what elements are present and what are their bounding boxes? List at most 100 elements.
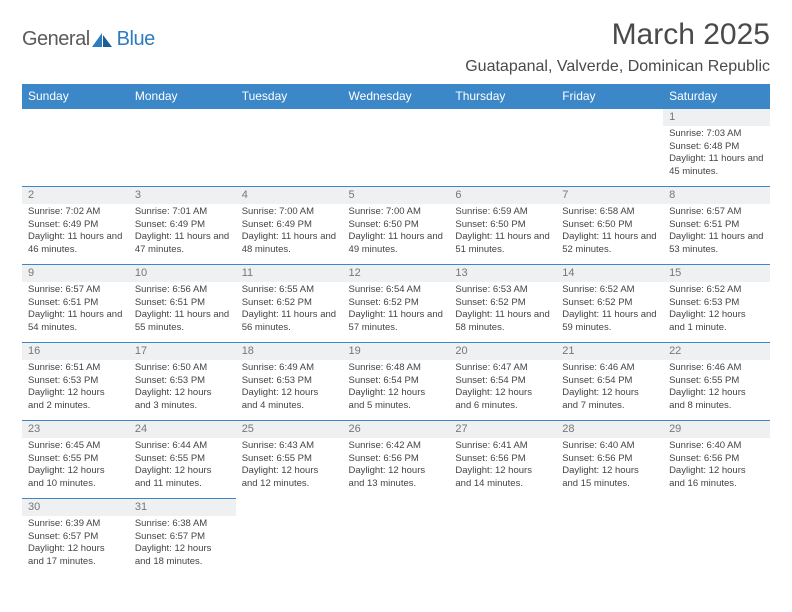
sunset-line: Sunset: 6:53 PM [669, 297, 764, 310]
daylight-line: Daylight: 11 hours and 46 minutes. [28, 231, 123, 257]
calendar-day-cell: 4Sunrise: 7:00 AMSunset: 6:49 PMDaylight… [236, 187, 343, 265]
sunrise-line: Sunrise: 6:53 AM [455, 284, 550, 297]
sunrise-line: Sunrise: 6:52 AM [562, 284, 657, 297]
calendar-day-cell: 17Sunrise: 6:50 AMSunset: 6:53 PMDayligh… [129, 343, 236, 421]
calendar-empty-cell [556, 109, 663, 187]
sunrise-line: Sunrise: 6:57 AM [28, 284, 123, 297]
sunrise-line: Sunrise: 6:55 AM [242, 284, 337, 297]
calendar-day-cell: 11Sunrise: 6:55 AMSunset: 6:52 PMDayligh… [236, 265, 343, 343]
calendar-day-cell: 28Sunrise: 6:40 AMSunset: 6:56 PMDayligh… [556, 421, 663, 499]
calendar-day-cell: 8Sunrise: 6:57 AMSunset: 6:51 PMDaylight… [663, 187, 770, 265]
sunrise-line: Sunrise: 6:48 AM [349, 362, 444, 375]
sunrise-line: Sunrise: 6:49 AM [242, 362, 337, 375]
calendar-day-cell: 6Sunrise: 6:59 AMSunset: 6:50 PMDaylight… [449, 187, 556, 265]
sunset-line: Sunset: 6:55 PM [135, 453, 230, 466]
daylight-line: Daylight: 12 hours and 5 minutes. [349, 387, 444, 413]
sunset-line: Sunset: 6:54 PM [562, 375, 657, 388]
day-header: Monday [129, 84, 236, 109]
day-number: 2 [22, 187, 129, 204]
day-header: Friday [556, 84, 663, 109]
sunset-line: Sunset: 6:57 PM [28, 531, 123, 544]
daylight-line: Daylight: 12 hours and 3 minutes. [135, 387, 230, 413]
sunset-line: Sunset: 6:53 PM [135, 375, 230, 388]
sunrise-line: Sunrise: 6:52 AM [669, 284, 764, 297]
sunset-line: Sunset: 6:55 PM [28, 453, 123, 466]
sunrise-line: Sunrise: 7:00 AM [242, 206, 337, 219]
calendar-week-row: 1Sunrise: 7:03 AMSunset: 6:48 PMDaylight… [22, 109, 770, 187]
title-block: March 2025 Guatapanal, Valverde, Dominic… [465, 18, 770, 76]
day-number: 19 [343, 343, 450, 360]
calendar-empty-cell [343, 109, 450, 187]
daylight-line: Daylight: 11 hours and 51 minutes. [455, 231, 550, 257]
calendar-empty-cell [236, 109, 343, 187]
calendar-week-row: 23Sunrise: 6:45 AMSunset: 6:55 PMDayligh… [22, 421, 770, 499]
sunrise-line: Sunrise: 6:40 AM [562, 440, 657, 453]
daylight-line: Daylight: 12 hours and 2 minutes. [28, 387, 123, 413]
sunrise-line: Sunrise: 6:57 AM [669, 206, 764, 219]
day-header: Sunday [22, 84, 129, 109]
sunset-line: Sunset: 6:48 PM [669, 141, 764, 154]
calendar-day-cell: 29Sunrise: 6:40 AMSunset: 6:56 PMDayligh… [663, 421, 770, 499]
daylight-line: Daylight: 12 hours and 17 minutes. [28, 543, 123, 569]
daylight-line: Daylight: 12 hours and 1 minute. [669, 309, 764, 335]
day-number: 9 [22, 265, 129, 282]
day-number: 29 [663, 421, 770, 438]
daylight-line: Daylight: 12 hours and 12 minutes. [242, 465, 337, 491]
day-number: 6 [449, 187, 556, 204]
calendar-week-row: 2Sunrise: 7:02 AMSunset: 6:49 PMDaylight… [22, 187, 770, 265]
sunrise-line: Sunrise: 6:46 AM [562, 362, 657, 375]
day-number: 3 [129, 187, 236, 204]
sunrise-line: Sunrise: 6:41 AM [455, 440, 550, 453]
sunrise-line: Sunrise: 6:39 AM [28, 518, 123, 531]
day-number: 25 [236, 421, 343, 438]
day-number: 28 [556, 421, 663, 438]
day-number: 7 [556, 187, 663, 204]
daylight-line: Daylight: 12 hours and 4 minutes. [242, 387, 337, 413]
calendar-day-cell: 2Sunrise: 7:02 AMSunset: 6:49 PMDaylight… [22, 187, 129, 265]
calendar-day-cell: 1Sunrise: 7:03 AMSunset: 6:48 PMDaylight… [663, 109, 770, 187]
day-number: 26 [343, 421, 450, 438]
day-header: Thursday [449, 84, 556, 109]
day-number: 4 [236, 187, 343, 204]
calendar-day-cell: 30Sunrise: 6:39 AMSunset: 6:57 PMDayligh… [22, 499, 129, 577]
calendar-empty-cell [663, 499, 770, 577]
sunrise-line: Sunrise: 6:44 AM [135, 440, 230, 453]
calendar-day-cell: 22Sunrise: 6:46 AMSunset: 6:55 PMDayligh… [663, 343, 770, 421]
calendar-table: SundayMondayTuesdayWednesdayThursdayFrid… [22, 84, 770, 577]
daylight-line: Daylight: 11 hours and 53 minutes. [669, 231, 764, 257]
sunrise-line: Sunrise: 6:51 AM [28, 362, 123, 375]
calendar-day-cell: 21Sunrise: 6:46 AMSunset: 6:54 PMDayligh… [556, 343, 663, 421]
sunset-line: Sunset: 6:51 PM [135, 297, 230, 310]
daylight-line: Daylight: 12 hours and 6 minutes. [455, 387, 550, 413]
calendar-day-cell: 12Sunrise: 6:54 AMSunset: 6:52 PMDayligh… [343, 265, 450, 343]
day-header: Wednesday [343, 84, 450, 109]
calendar-day-cell: 31Sunrise: 6:38 AMSunset: 6:57 PMDayligh… [129, 499, 236, 577]
calendar-day-cell: 20Sunrise: 6:47 AMSunset: 6:54 PMDayligh… [449, 343, 556, 421]
sunset-line: Sunset: 6:57 PM [135, 531, 230, 544]
day-number: 22 [663, 343, 770, 360]
daylight-line: Daylight: 11 hours and 52 minutes. [562, 231, 657, 257]
calendar-day-cell: 19Sunrise: 6:48 AMSunset: 6:54 PMDayligh… [343, 343, 450, 421]
sunset-line: Sunset: 6:53 PM [242, 375, 337, 388]
day-number: 5 [343, 187, 450, 204]
daylight-line: Daylight: 12 hours and 18 minutes. [135, 543, 230, 569]
sunset-line: Sunset: 6:49 PM [242, 219, 337, 232]
daylight-line: Daylight: 11 hours and 49 minutes. [349, 231, 444, 257]
day-header: Tuesday [236, 84, 343, 109]
daylight-line: Daylight: 11 hours and 58 minutes. [455, 309, 550, 335]
calendar-empty-cell [449, 109, 556, 187]
daylight-line: Daylight: 12 hours and 15 minutes. [562, 465, 657, 491]
day-number: 18 [236, 343, 343, 360]
daylight-line: Daylight: 12 hours and 14 minutes. [455, 465, 550, 491]
daylight-line: Daylight: 12 hours and 16 minutes. [669, 465, 764, 491]
day-number: 27 [449, 421, 556, 438]
day-number: 23 [22, 421, 129, 438]
sunset-line: Sunset: 6:51 PM [28, 297, 123, 310]
daylight-line: Daylight: 11 hours and 54 minutes. [28, 309, 123, 335]
sunset-line: Sunset: 6:55 PM [669, 375, 764, 388]
daylight-line: Daylight: 12 hours and 11 minutes. [135, 465, 230, 491]
calendar-day-cell: 7Sunrise: 6:58 AMSunset: 6:50 PMDaylight… [556, 187, 663, 265]
calendar-empty-cell [449, 499, 556, 577]
location-subtitle: Guatapanal, Valverde, Dominican Republic [465, 58, 770, 76]
sunrise-line: Sunrise: 6:40 AM [669, 440, 764, 453]
